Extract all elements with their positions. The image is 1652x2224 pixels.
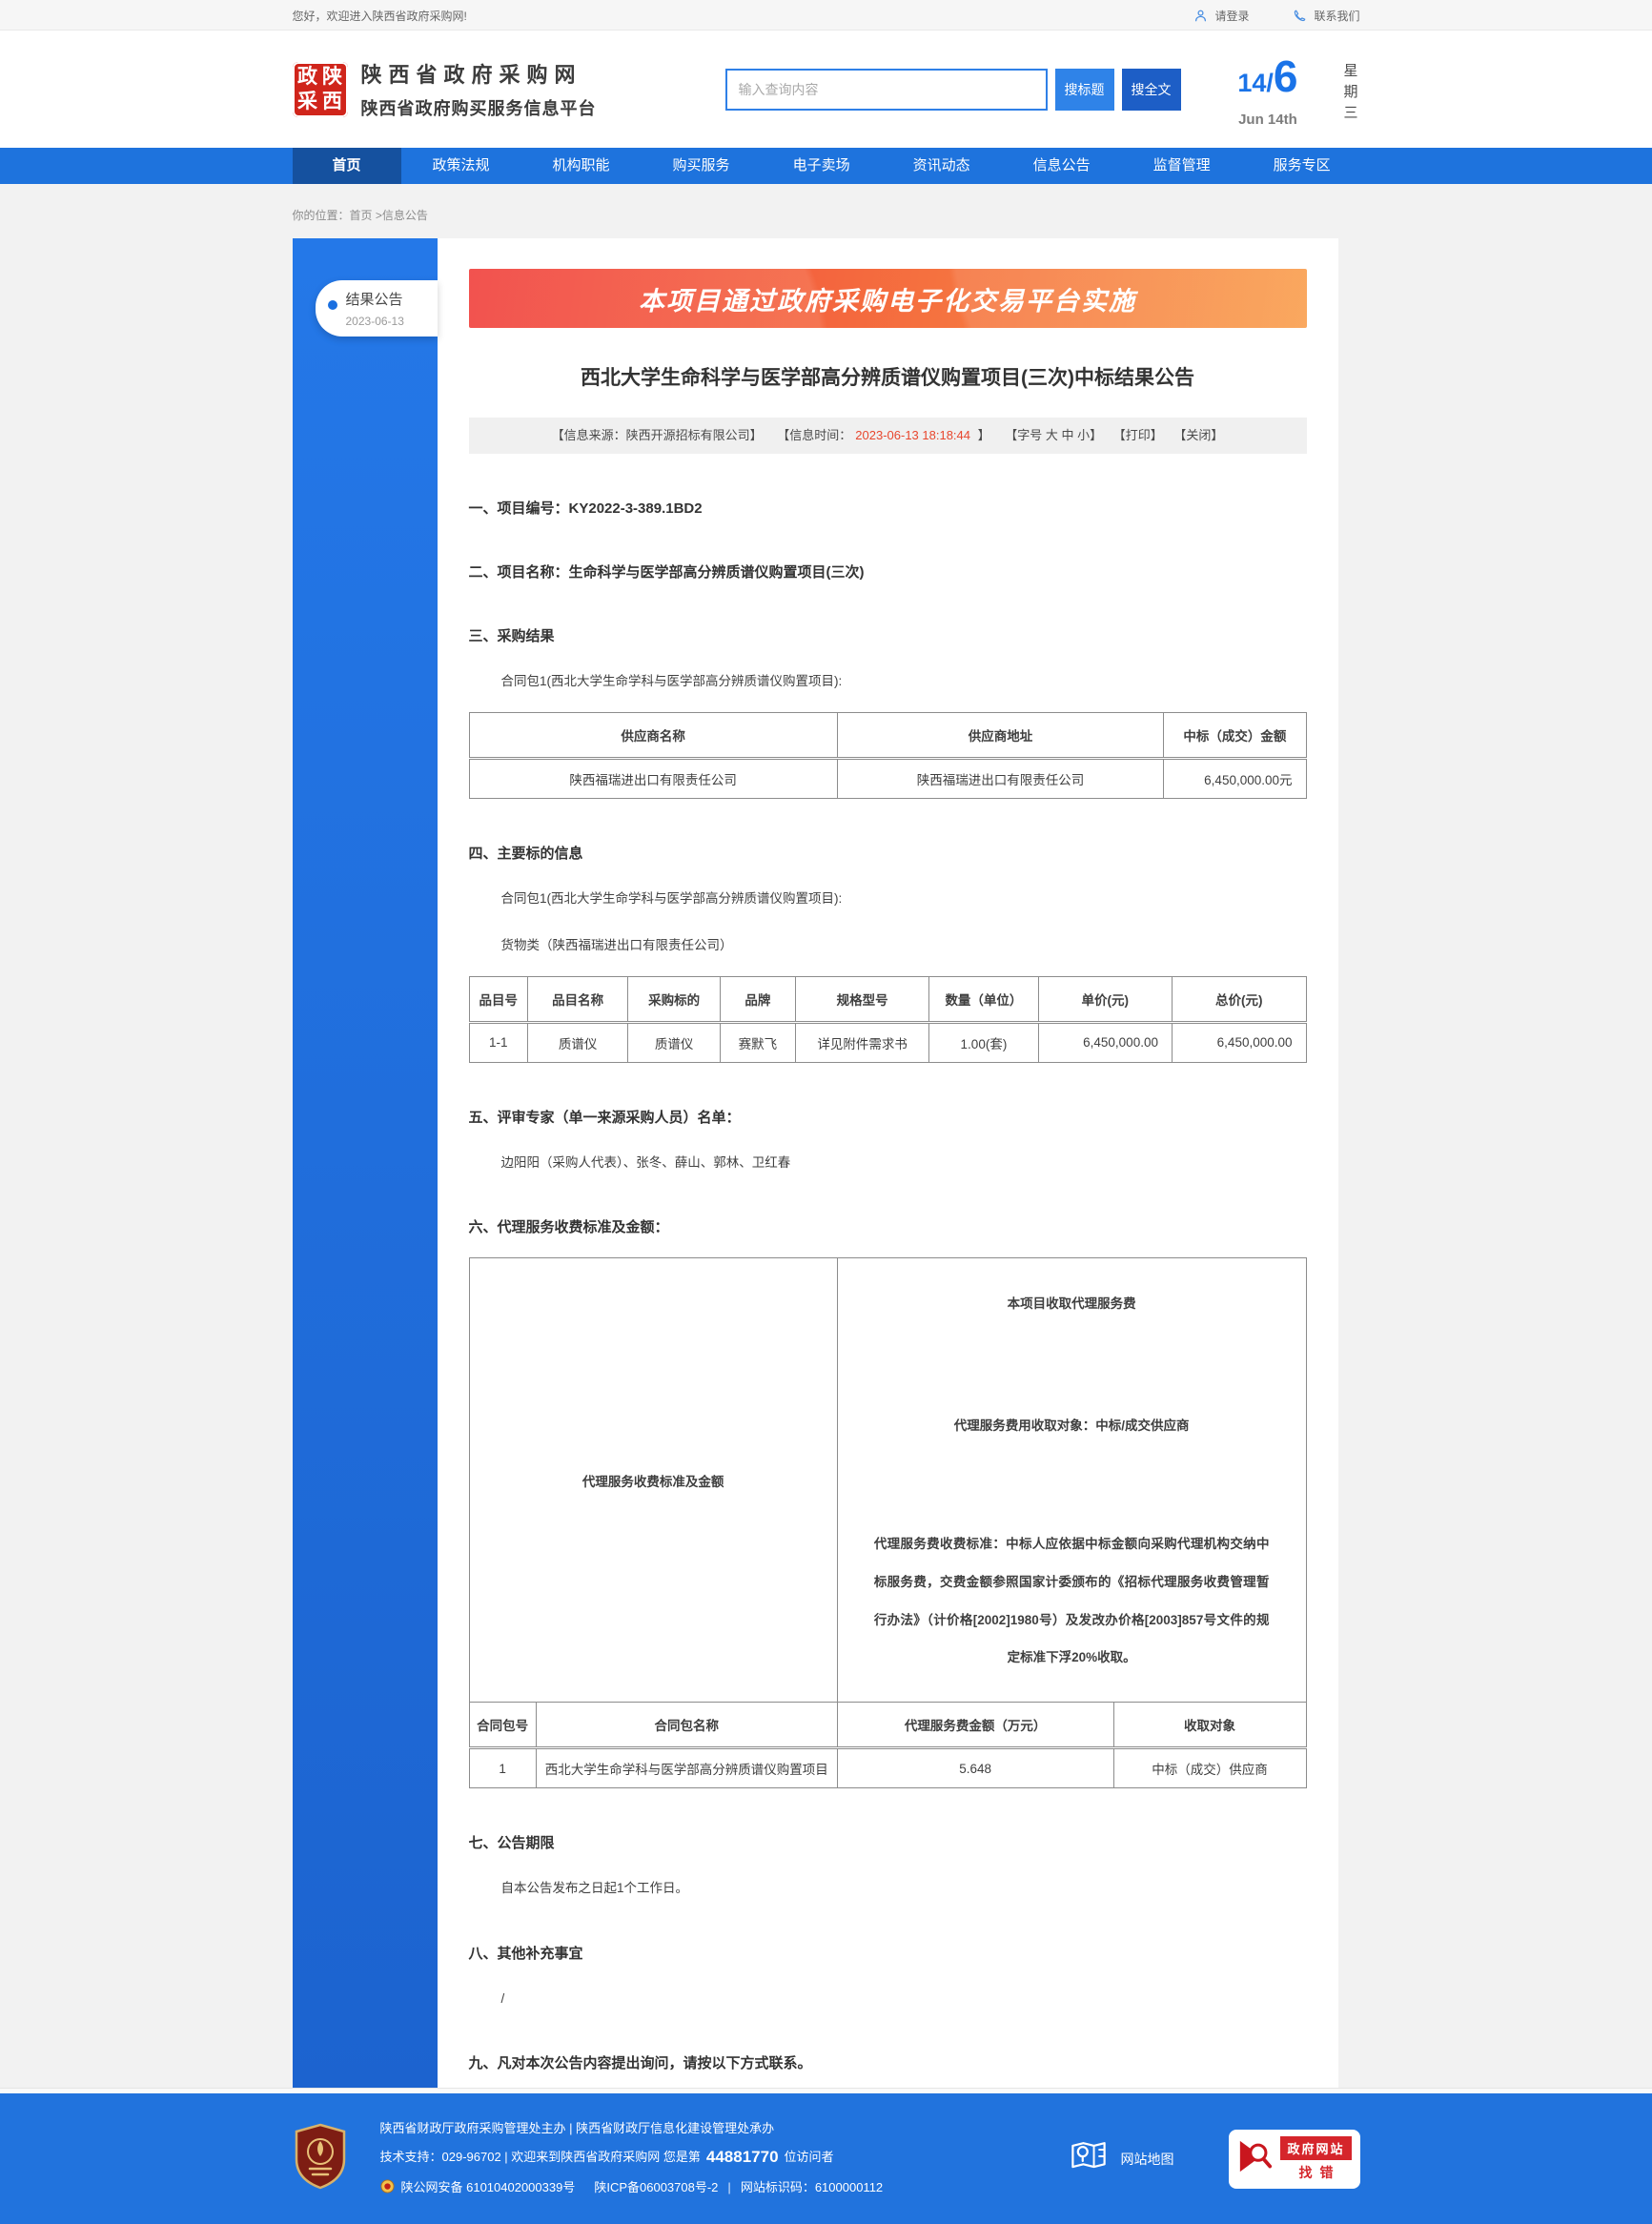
login-link[interactable]: 请登录 xyxy=(1193,8,1249,24)
meta-time: 【信息时间： 2023-06-13 18:18:44 】 xyxy=(777,428,990,442)
sitemap-link[interactable]: 网站地图 xyxy=(1070,2139,1173,2178)
package-label: 合同包1(西北大学生命学科与医学部高分辨质谱仪购置项目): xyxy=(500,891,843,907)
search-fulltext-button[interactable]: 搜全文 xyxy=(1121,68,1181,111)
platform-banner: 本项目通过政府采购电子化交易平台实施 xyxy=(468,269,1307,328)
left-sidebar: 结果公告 2023-06-13 xyxy=(292,238,438,2088)
table-row: 1-1 质谱仪 质谱仪 赛默飞 详见附件需求书 1.00(套) 6,450,00… xyxy=(468,1021,1307,1063)
section-contacts: 九、凡对本次公告内容提出询问，请按以下方式联系。 1.采购人信息 名称：西北大学… xyxy=(468,2054,812,2071)
sitemap-map-icon xyxy=(1070,2139,1108,2178)
welcome-text: 您好，欢迎进入陕西省政府采购网! xyxy=(292,9,467,23)
breadcrumb: 你的位置：首页 >信息公告 xyxy=(292,209,428,222)
table-row: 1 西北大学生命学科与医学部高分辨质谱仪购置项目 5.648 中标（成交）供应商 xyxy=(468,1747,1307,1789)
site-code: 网站标识码：6100000112 xyxy=(740,2180,884,2194)
contact-us-link[interactable]: 联系我们 xyxy=(1293,8,1360,24)
nav-item-home[interactable]: 首页 xyxy=(292,148,401,184)
footer-divider xyxy=(0,2088,1652,2093)
search-title-button[interactable]: 搜标题 xyxy=(1054,68,1114,111)
section-other-matters: 八、其他补充事宜 / xyxy=(468,1945,583,2006)
supplier-address-cell: 陕西福瑞进出口有限责任公司 xyxy=(836,758,1165,800)
date-number: 14/6 xyxy=(1237,51,1298,101)
breadcrumb-current-link[interactable]: 信息公告 xyxy=(381,209,428,222)
date-widget: 14/6 Jun 14th 星期三 xyxy=(1237,51,1359,128)
finance-badge-icon xyxy=(293,2123,348,2194)
visitor-count: 44881770 xyxy=(705,2148,779,2166)
search-input[interactable] xyxy=(724,68,1048,111)
nav-item-functions[interactable]: 机构职能 xyxy=(552,157,610,173)
top-utility-bar: 您好，欢迎进入陕西省政府采购网! 请登录 联系我们 xyxy=(0,0,1652,31)
site-header: 政 陕 采 西 陕西省政府采购网 陕西省政府购买服务信息平台 搜标题 搜全文 1… xyxy=(0,31,1652,148)
meta-fontsize-control[interactable]: 【字号 大 中 小】 xyxy=(1005,428,1103,442)
article-meta-bar: 【信息来源：陕西开源招标有限公司】 【信息时间： 2023-06-13 18:18… xyxy=(468,418,1307,454)
logo-seal-icon: 政 陕 采 西 xyxy=(292,61,348,117)
project-name-value: 生命科学与医学部高分辨质谱仪购置项目(三次) xyxy=(568,564,865,581)
site-subtitle: 陕西省政府购买服务信息平台 xyxy=(360,99,597,118)
gov-site-error-report-badge[interactable]: 政府网站 找错 xyxy=(1229,2129,1360,2189)
beian-police-link[interactable]: 陕公网安备 61010402000339号 xyxy=(400,2180,576,2194)
search-bar: 搜标题 搜全文 xyxy=(724,68,1181,111)
footer-beian-line: 陕公网安备 61010402000339号 陕ICP备06003708号-2 |… xyxy=(379,2179,884,2195)
sidebar-item-date: 2023-06-13 xyxy=(345,315,404,328)
nav-item-service-zone[interactable]: 服务专区 xyxy=(1273,157,1331,173)
site-title: 陕西省政府采购网 xyxy=(360,63,582,87)
award-amount-cell: 6,450,000.00元 xyxy=(1163,758,1307,800)
article-panel: 本项目通过政府采购电子化交易平台实施 西北大学生命科学与医学部高分辨质谱仪购置项… xyxy=(437,238,1338,2088)
user-icon xyxy=(1193,9,1208,23)
fee-standard-label: 代理服务收费标准及金额 xyxy=(468,1256,838,1704)
section-subject-info: 四、主要标的信息 合同包1(西北大学生命学科与医学部高分辨质谱仪购置项目): 货… xyxy=(468,843,1307,1063)
weekday-label: 星期三 xyxy=(1343,62,1358,121)
sidebar-item-result-announcement[interactable]: 结果公告 2023-06-13 xyxy=(315,280,438,337)
phone-icon xyxy=(1293,9,1307,23)
nav-item-policies[interactable]: 政策法规 xyxy=(432,157,490,173)
fee-standard-detail: 本项目收取代理服务费 代理服务费用收取对象：中标/成交供应商 代理服务费收费标准… xyxy=(836,1256,1307,1704)
table-row: 陕西福瑞进出口有限责任公司 陕西福瑞进出口有限责任公司 6,450,000.00… xyxy=(468,758,1307,800)
supplier-name-cell: 陕西福瑞进出口有限责任公司 xyxy=(468,758,838,800)
breadcrumb-home-link[interactable]: 首页 xyxy=(349,209,373,222)
section-agency-fee: 六、代理服务收费标准及金额： 代理服务收费标准及金额 本项目收取代理服务费 代理… xyxy=(468,1216,1307,1789)
main-content: 结果公告 2023-06-13 本项目通过政府采购电子化交易平台实施 西北大学生… xyxy=(292,238,1360,2088)
package-label: 合同包1(西北大学生命学科与医学部高分辨质谱仪购置项目): xyxy=(500,674,843,688)
footer-support-line: 技术支持：029-96702 | 欢迎来到陕西省政府采购网 您是第 448817… xyxy=(379,2148,834,2166)
police-badge-icon xyxy=(379,2179,395,2195)
category-label: 货物类（陕西福瑞进出口有限责任公司） xyxy=(500,937,733,952)
close-button[interactable]: 【关闭】 xyxy=(1173,428,1224,442)
subject-detail-table: 品目号 品目名称 采购标的 品牌 规格型号 数量（单位） 单价(元) 总价(元)… xyxy=(468,975,1307,1063)
nav-item-emall[interactable]: 电子卖场 xyxy=(792,157,850,173)
footer-organizer-line: 陕西省财政厅政府采购管理处主办 | 陕西省财政厅信息化建设管理处承办 xyxy=(379,2121,775,2135)
nav-item-announcements[interactable]: 信息公告 xyxy=(1032,157,1091,173)
expert-names: 边阳阳（采购人代表）、张冬、薛山、郭林、卫红春 xyxy=(500,1154,791,1170)
nav-item-purchase-service[interactable]: 购买服务 xyxy=(672,157,730,173)
nav-item-news[interactable]: 资讯动态 xyxy=(912,157,970,173)
meta-source: 【信息来源：陕西开源招标有限公司】 xyxy=(551,428,763,442)
section-experts: 五、评审专家（单一来源采购人员）名单： 边阳阳（采购人代表）、张冬、薛山、郭林、… xyxy=(469,1107,1307,1173)
site-logo[interactable]: 政 陕 采 西 陕西省政府采购网 陕西省政府购买服务信息平台 xyxy=(292,58,597,120)
date-english: Jun 14th xyxy=(1238,111,1297,128)
section-announcement-period: 七、公告期限 自本公告发布之日起1个工作日。 xyxy=(468,1835,689,1896)
beian-icp-link[interactable]: 陕ICP备06003708号-2 xyxy=(594,2180,719,2194)
agency-fee-table: 代理服务收费标准及金额 本项目收取代理服务费 代理服务费用收取对象：中标/成交供… xyxy=(468,1256,1307,1789)
section-project-name: 二、项目名称：生命科学与医学部高分辨质谱仪购置项目(三次) xyxy=(468,564,865,581)
bullet-dot-icon xyxy=(327,300,337,310)
magnifier-icon xyxy=(1237,2137,1274,2180)
nav-item-supervision[interactable]: 监督管理 xyxy=(1152,157,1211,173)
page-title: 西北大学生命科学与医学部高分辨质谱仪购置项目(三次)中标结果公告 xyxy=(581,367,1194,389)
project-number-value: KY2022-3-389.1BD2 xyxy=(568,500,703,517)
supplier-result-table: 供应商名称 供应商地址 中标（成交）金额 陕西福瑞进出口有限责任公司 陕西福瑞进… xyxy=(468,712,1307,800)
main-nav: 首页 政策法规 机构职能 购买服务 电子卖场 资讯动态 信息公告 监督管理 服务… xyxy=(0,148,1652,184)
section-procurement-result: 三、采购结果 合同包1(西北大学生命学科与医学部高分辨质谱仪购置项目): 供应商… xyxy=(468,625,1307,800)
print-button[interactable]: 【打印】 xyxy=(1112,428,1163,442)
site-footer: 陕西省财政厅政府采购管理处主办 | 陕西省财政厅信息化建设管理处承办 技术支持：… xyxy=(0,2093,1652,2224)
section-project-number: 一、项目编号：KY2022-3-389.1BD2 xyxy=(468,500,703,517)
